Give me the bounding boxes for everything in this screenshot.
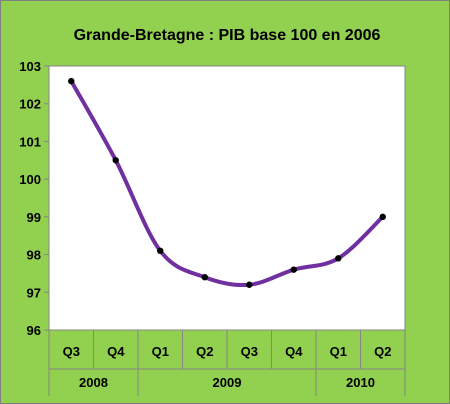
- x-tick-label: Q3: [241, 344, 258, 359]
- y-tick-label: 101: [19, 134, 41, 149]
- y-tick-label: 96: [27, 323, 41, 338]
- x-tick-label: Q3: [63, 344, 80, 359]
- x-tick-label: Q4: [107, 344, 125, 359]
- x-tick-label: Q2: [196, 344, 213, 359]
- x-tick-label: Q4: [285, 344, 303, 359]
- data-point: [335, 255, 342, 262]
- x-tick-label: Q1: [330, 344, 347, 359]
- data-point: [246, 281, 253, 288]
- data-point: [112, 157, 119, 164]
- x-group-label: 2010: [346, 375, 375, 390]
- x-group-label: 2008: [79, 375, 108, 390]
- y-tick-label: 97: [27, 285, 41, 300]
- x-tick-label: Q2: [374, 344, 391, 359]
- axes: 96 97 98 99 100 101 102 103 Q3 Q4 Q1 Q2 Q3 Q4 Q1 Q2 2008…: [19, 59, 406, 396]
- data-point: [290, 266, 297, 273]
- x-group-label: 2009: [213, 375, 242, 390]
- plot-area: [48, 65, 406, 331]
- data-point: [68, 77, 75, 85]
- y-tick-label: 99: [27, 210, 41, 225]
- y-tick-label: 98: [27, 248, 41, 263]
- chart-title: Grande-Bretagne : PIB base 100 en 2006: [74, 27, 381, 44]
- x-tick-label: Q1: [152, 344, 169, 359]
- y-tick-label: 102: [19, 97, 41, 112]
- data-point: [157, 247, 164, 254]
- series-layer: [68, 77, 386, 288]
- y-tick-label: 103: [19, 59, 41, 74]
- data-point: [201, 274, 208, 281]
- y-tick-label: 100: [19, 172, 41, 187]
- data-point: [379, 213, 386, 221]
